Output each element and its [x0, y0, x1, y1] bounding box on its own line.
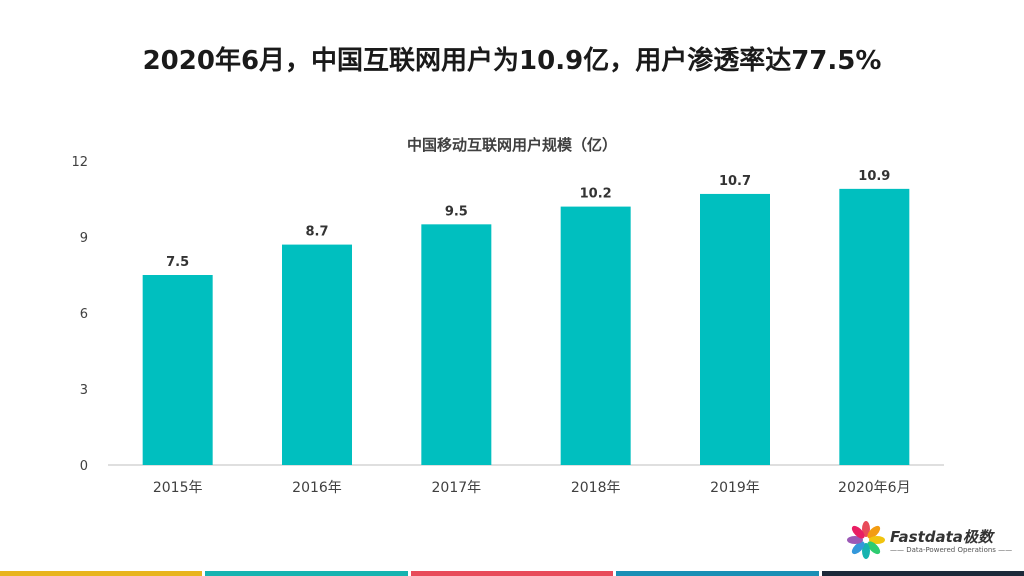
- data-label: 10.2: [580, 187, 612, 202]
- bar: [282, 244, 352, 465]
- bar: [700, 193, 770, 465]
- y-tick-label: 3: [80, 383, 88, 398]
- flower-logo-icon: [847, 521, 885, 559]
- bar: [560, 206, 631, 465]
- bar: [839, 188, 910, 465]
- fastdata-logo: Fastdata极数 —— Data-Powered Operations ——: [846, 518, 1012, 562]
- data-label: 7.5: [166, 255, 189, 270]
- data-label: 8.7: [305, 225, 328, 240]
- bar: [421, 224, 492, 465]
- x-tick-label: 2015年: [153, 480, 203, 496]
- footer-color-segment: [821, 571, 1024, 576]
- chart-title: 中国移动互联网用户规模（亿）: [407, 136, 617, 154]
- logo-tagline: —— Data-Powered Operations ——: [890, 546, 1013, 554]
- footer-color-bar: [0, 571, 1024, 576]
- logo-name: Fastdata极数: [890, 528, 993, 546]
- x-tick-label: 2020年6月: [838, 480, 911, 496]
- x-tick-label: 2018年: [571, 480, 621, 496]
- footer-color-segment: [616, 571, 819, 576]
- y-tick-label: 12: [71, 155, 88, 170]
- data-label: 10.7: [719, 174, 751, 189]
- bar: [142, 275, 213, 465]
- page-title: 2020年6月，中国互联网用户为10.9亿，用户渗透率达77.5%: [142, 46, 882, 76]
- x-tick-label: 2016年: [292, 480, 342, 496]
- x-tick-label: 2019年: [710, 480, 760, 496]
- y-tick-label: 9: [80, 231, 88, 246]
- footer-color-segment: [205, 571, 408, 576]
- data-label: 10.9: [858, 169, 890, 184]
- footer-color-segment: [0, 571, 203, 576]
- y-tick-label: 6: [80, 307, 88, 322]
- data-label: 9.5: [445, 204, 468, 219]
- x-tick-label: 2017年: [432, 480, 482, 496]
- y-tick-label: 0: [80, 459, 88, 474]
- footer-color-segment: [410, 571, 614, 576]
